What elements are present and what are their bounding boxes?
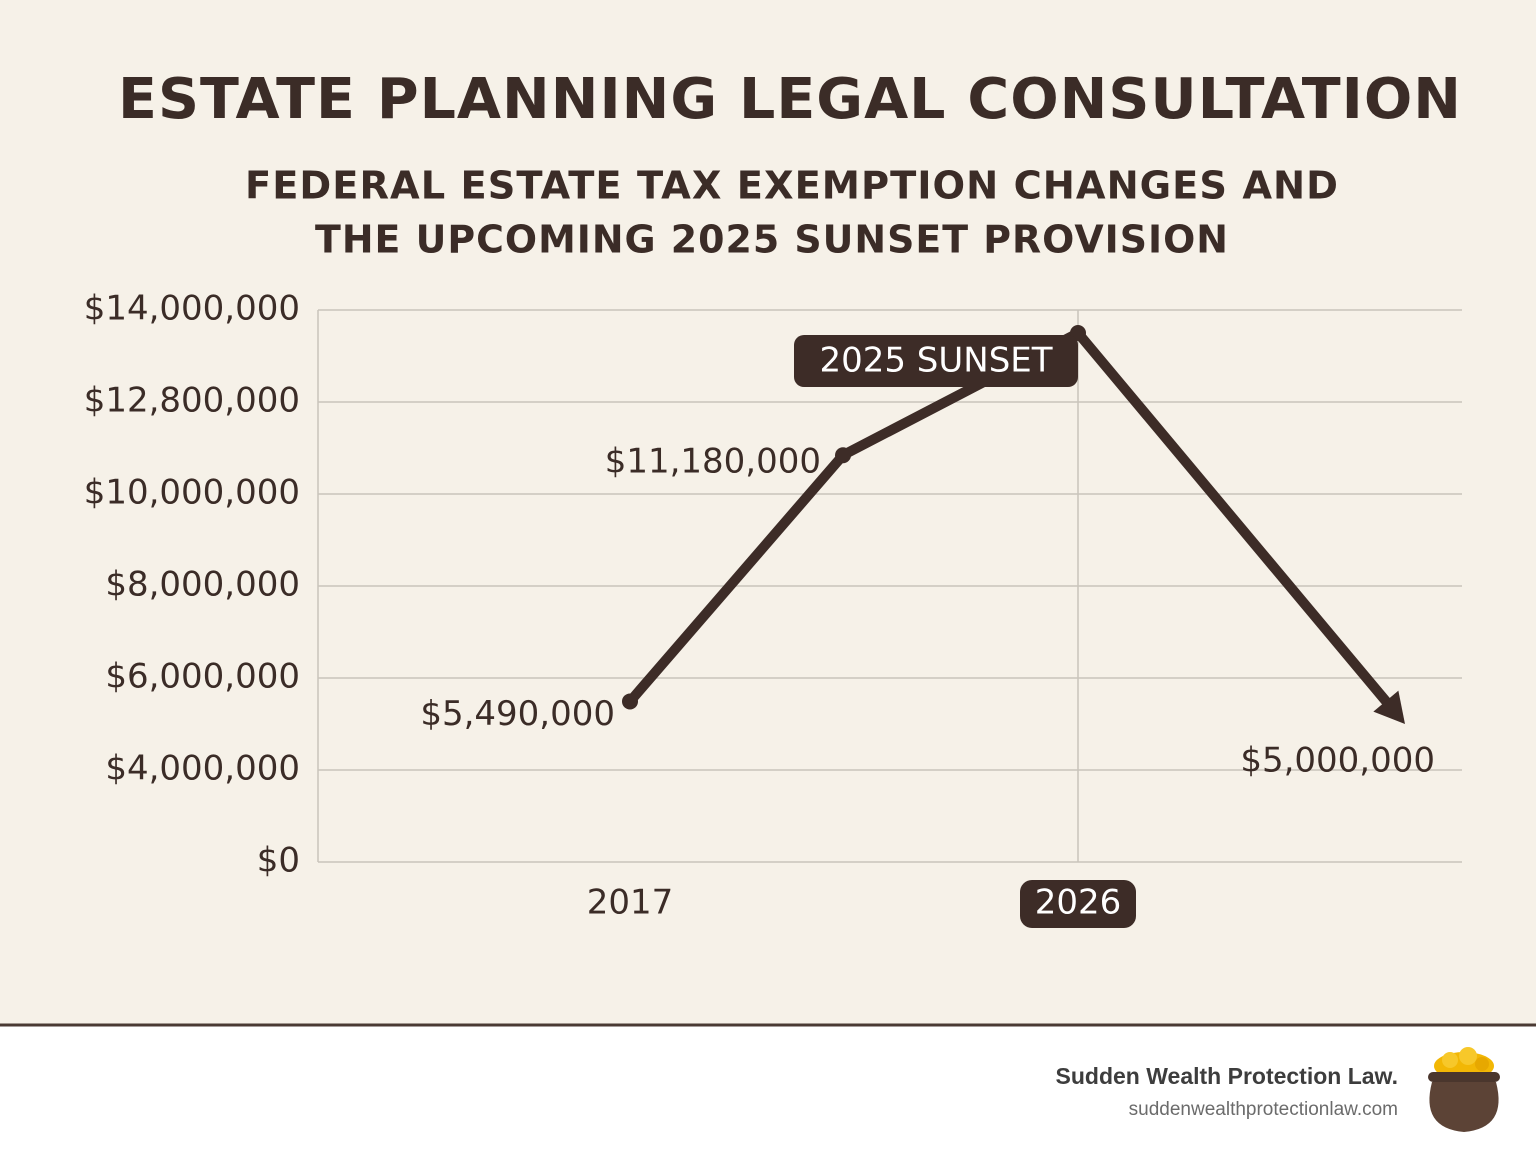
y-tick-label: $14,000,000 bbox=[84, 289, 300, 329]
chart-subtitle: THE UPCOMING 2025 SUNSET PROVISION bbox=[315, 218, 1229, 262]
x-tick-label: 2026 bbox=[1035, 883, 1122, 923]
plot-area: $0 $4,000,000 $6,000,000 $8,000,000 $10,000,… bbox=[84, 289, 1462, 928]
y-tick-label: $8,000,000 bbox=[105, 565, 300, 605]
background bbox=[0, 0, 1536, 1025]
y-tick-label: $12,800,000 bbox=[84, 381, 300, 421]
x-tick-label: 2017 bbox=[587, 883, 674, 923]
chart-subtitle: FEDERAL ESTATE TAX EXEMPTION CHANGES AND bbox=[245, 164, 1339, 208]
y-tick-label: $6,000,000 bbox=[105, 657, 300, 697]
data-label: $5,000,000 bbox=[1240, 741, 1435, 781]
data-label: $5,490,000 bbox=[420, 694, 615, 734]
data-label: $11,180,000 bbox=[605, 442, 821, 482]
y-tick-label: $4,000,000 bbox=[105, 749, 300, 789]
arrow-head bbox=[1373, 690, 1405, 724]
y-tick-label: $10,000,000 bbox=[84, 473, 300, 513]
footer-url: suddenwealthprotectionlaw.com bbox=[1129, 1099, 1398, 1120]
x-tick-highlight bbox=[1020, 880, 1136, 928]
y-tick-label: $0 bbox=[257, 841, 300, 881]
annotation-box bbox=[794, 335, 1078, 387]
pot-icon bbox=[1428, 1047, 1500, 1132]
annotation: 2025 SUNSET bbox=[819, 341, 1052, 381]
data-point bbox=[835, 447, 851, 464]
data-point bbox=[622, 693, 638, 710]
series-line bbox=[625, 328, 1393, 709]
footer-brand: Sudden Wealth Protection Law. bbox=[1056, 1063, 1398, 1089]
chart-title: ESTATE PLANNING LEGAL CONSULTATION bbox=[118, 67, 1462, 132]
footer-background bbox=[0, 1025, 1536, 1154]
